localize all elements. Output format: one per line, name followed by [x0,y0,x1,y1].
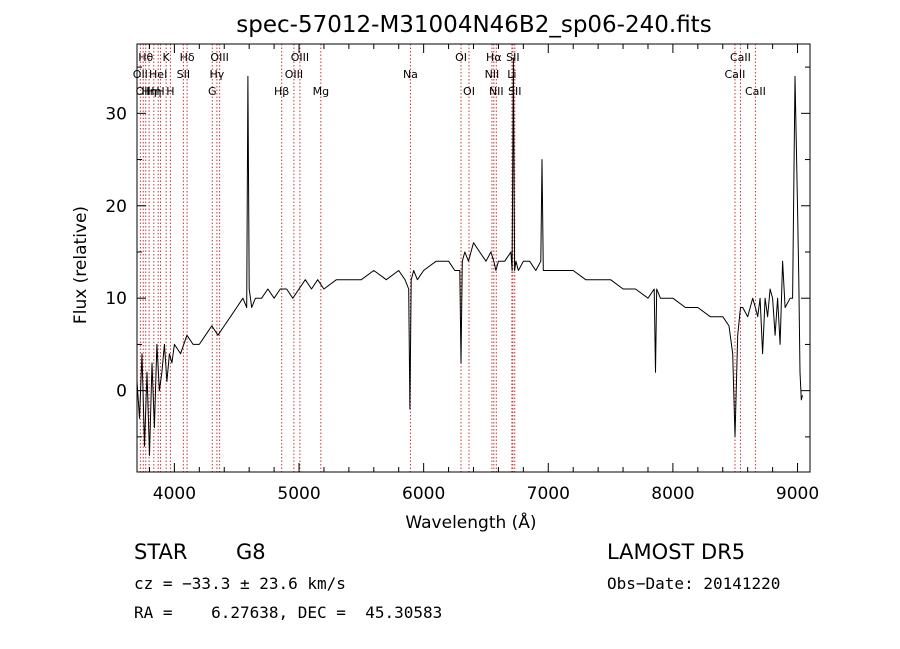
line-marker-label: Hη [141,85,156,98]
line-marker-label: Li [507,68,516,81]
line-marker-label: Hδ [180,51,195,64]
chart-title: spec-57012-M31004N46B2_sp06-240.fits [236,12,711,38]
y-tick-label: 10 [105,289,127,309]
x-tick-label: 4000 [153,484,196,504]
line-marker-label: H [156,85,164,98]
line-marker-label: Na [403,68,418,81]
plot-frame [136,43,811,473]
line-marker-label: CaII [730,51,751,64]
line-marker-label: Hη [146,85,161,98]
object-subclass: G8 [236,540,266,564]
line-marker-label: OII [136,85,151,98]
axes: 4000 5000 6000 7000 8000 9000 0 10 20 30 [105,44,819,504]
line-marker-label: Hα [486,51,502,64]
line-marker-label: OII [133,68,148,81]
x-tick-label: 5000 [277,484,320,504]
line-marker-label: OI [455,51,467,64]
line-marker-label: K [163,51,171,64]
line-marker-label: NII [485,68,500,81]
x-tick-label: 6000 [402,484,445,504]
line-marker-label: SII [506,51,519,64]
line-marker-label: NII [489,85,504,98]
object-class: STAR [134,540,188,564]
line-marker-label: CaII [745,85,766,98]
line-marker-label: CaII [725,68,746,81]
redshift-readout: cz = −33.3 ± 23.6 km/s [134,574,346,593]
line-marker-labels: OIIOIIHθHηHηHeIHKHSIIHδGHγOIIIHβOIIIOIII… [133,51,766,98]
x-axis-label: Wavelength (Å) [405,511,536,533]
x-tick-label: 9000 [776,484,819,504]
y-axis-label: Flux (relative) [71,206,91,324]
line-marker-label: Hβ [274,85,289,98]
line-marker-label: OIII [285,68,303,81]
x-tick-label: 7000 [527,484,570,504]
spectrum-line [136,57,803,456]
line-marker-label: SII [508,85,521,98]
line-marker-label: SII [177,68,190,81]
line-marker-label: OIII [210,51,228,64]
line-marker-label: Mg [313,85,329,98]
obs-date: Obs−Date: 20141220 [607,574,781,593]
line-marker-label: H [166,85,174,98]
line-marker-label: Hγ [209,68,224,81]
line-marker-label: G [208,85,217,98]
line-marker-label: Hθ [138,51,153,64]
y-tick-label: 0 [116,382,127,402]
line-marker-label: OI [463,85,475,98]
y-tick-label: 20 [105,197,127,217]
series-layer [136,57,803,456]
x-tick-label: 8000 [651,484,694,504]
survey-label: LAMOST DR5 [607,540,746,564]
y-tick-label: 30 [105,104,127,124]
coordinates: RA = 6.27638, DEC = 45.30583 [134,603,443,622]
line-markers [139,44,756,472]
line-marker-label: HeI [149,68,167,81]
line-marker-label: OIII [291,51,309,64]
